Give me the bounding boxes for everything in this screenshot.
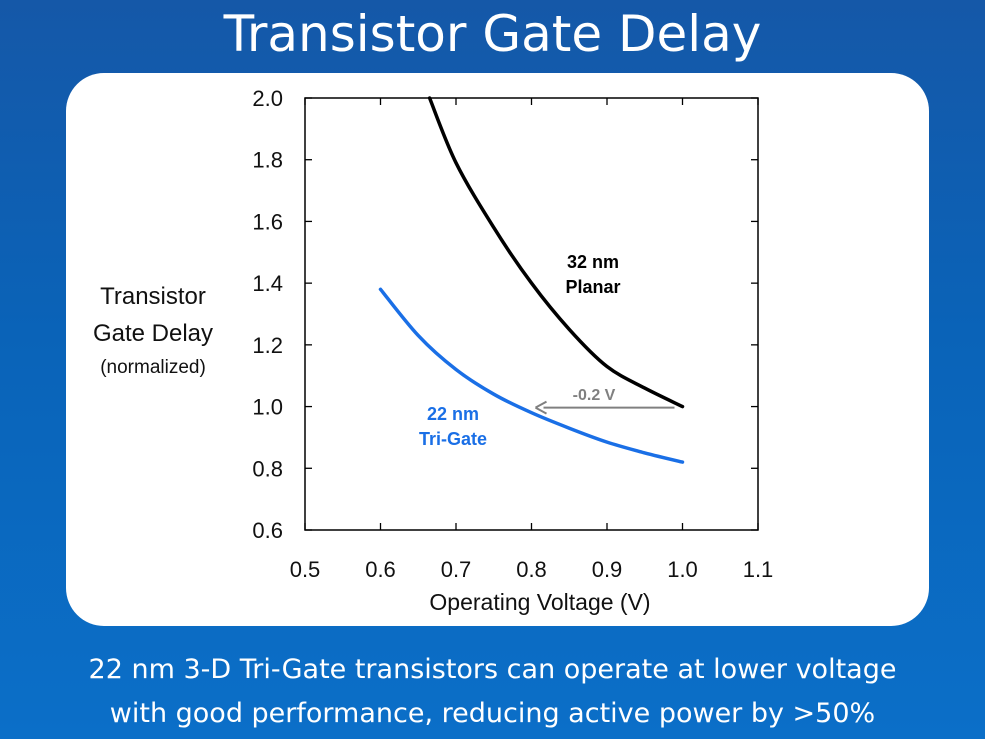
caption-line-1: 22 nm 3-D Tri-Gate transistors can opera… <box>88 654 897 685</box>
y-tick-label: 1.8 <box>252 148 283 173</box>
annotation-label: -0.2 V <box>573 387 616 404</box>
chart-panel <box>66 73 929 626</box>
annotation-group: -0.2 V <box>535 387 675 415</box>
x-tick-label: 0.5 <box>290 557 321 582</box>
series-line-planar <box>427 96 685 409</box>
x-axis-label: Operating Voltage (V) <box>429 589 650 615</box>
series-label: 22 nm <box>427 404 479 424</box>
x-tick-label: 1.0 <box>667 557 698 582</box>
caption-line-2: with good performance, reducing active p… <box>109 698 876 729</box>
y-tick-label: 1.4 <box>252 271 283 296</box>
y-tick-label: 0.6 <box>252 518 283 543</box>
annotation-arrowhead <box>535 400 547 415</box>
x-ticks: 0.5 0.6 0.7 0.8 0.9 1.0 1.1 <box>290 98 774 582</box>
x-tick-label: 0.7 <box>441 557 472 582</box>
y-tick-label: 1.2 <box>252 333 283 358</box>
x-tick-label: 1.1 <box>743 557 774 582</box>
slide-title: Transistor Gate Delay <box>223 5 762 63</box>
y-axis-label-line-3: (normalized) <box>100 357 206 378</box>
y-axis-label-line-1: Transistor <box>100 283 206 310</box>
series-label: Planar <box>565 277 620 297</box>
series-label: Tri-Gate <box>419 429 487 449</box>
y-axis-label-line-2: Gate Delay <box>93 320 213 347</box>
x-tick-label: 0.6 <box>365 557 396 582</box>
series-group: 32 nm Planar 22 nm Tri-Gate <box>378 96 685 464</box>
series-label: 32 nm <box>567 252 619 272</box>
y-tick-label: 0.8 <box>252 456 283 481</box>
y-tick-label: 2.0 <box>252 86 283 111</box>
series-line-trigate <box>378 287 685 464</box>
y-tick-label: 1.0 <box>252 395 283 420</box>
caption: 22 nm 3-D Tri-Gate transistors can opera… <box>0 648 985 736</box>
x-tick-label: 0.8 <box>516 557 547 582</box>
x-tick-label: 0.9 <box>592 557 623 582</box>
y-ticks: 0.6 0.8 1.0 1.2 1.4 1.6 1.8 2.0 <box>252 86 758 543</box>
y-tick-label: 1.6 <box>252 209 283 234</box>
plot-frame <box>304 97 759 531</box>
y-axis-label: Transistor Gate Delay (normalized) <box>93 283 213 378</box>
